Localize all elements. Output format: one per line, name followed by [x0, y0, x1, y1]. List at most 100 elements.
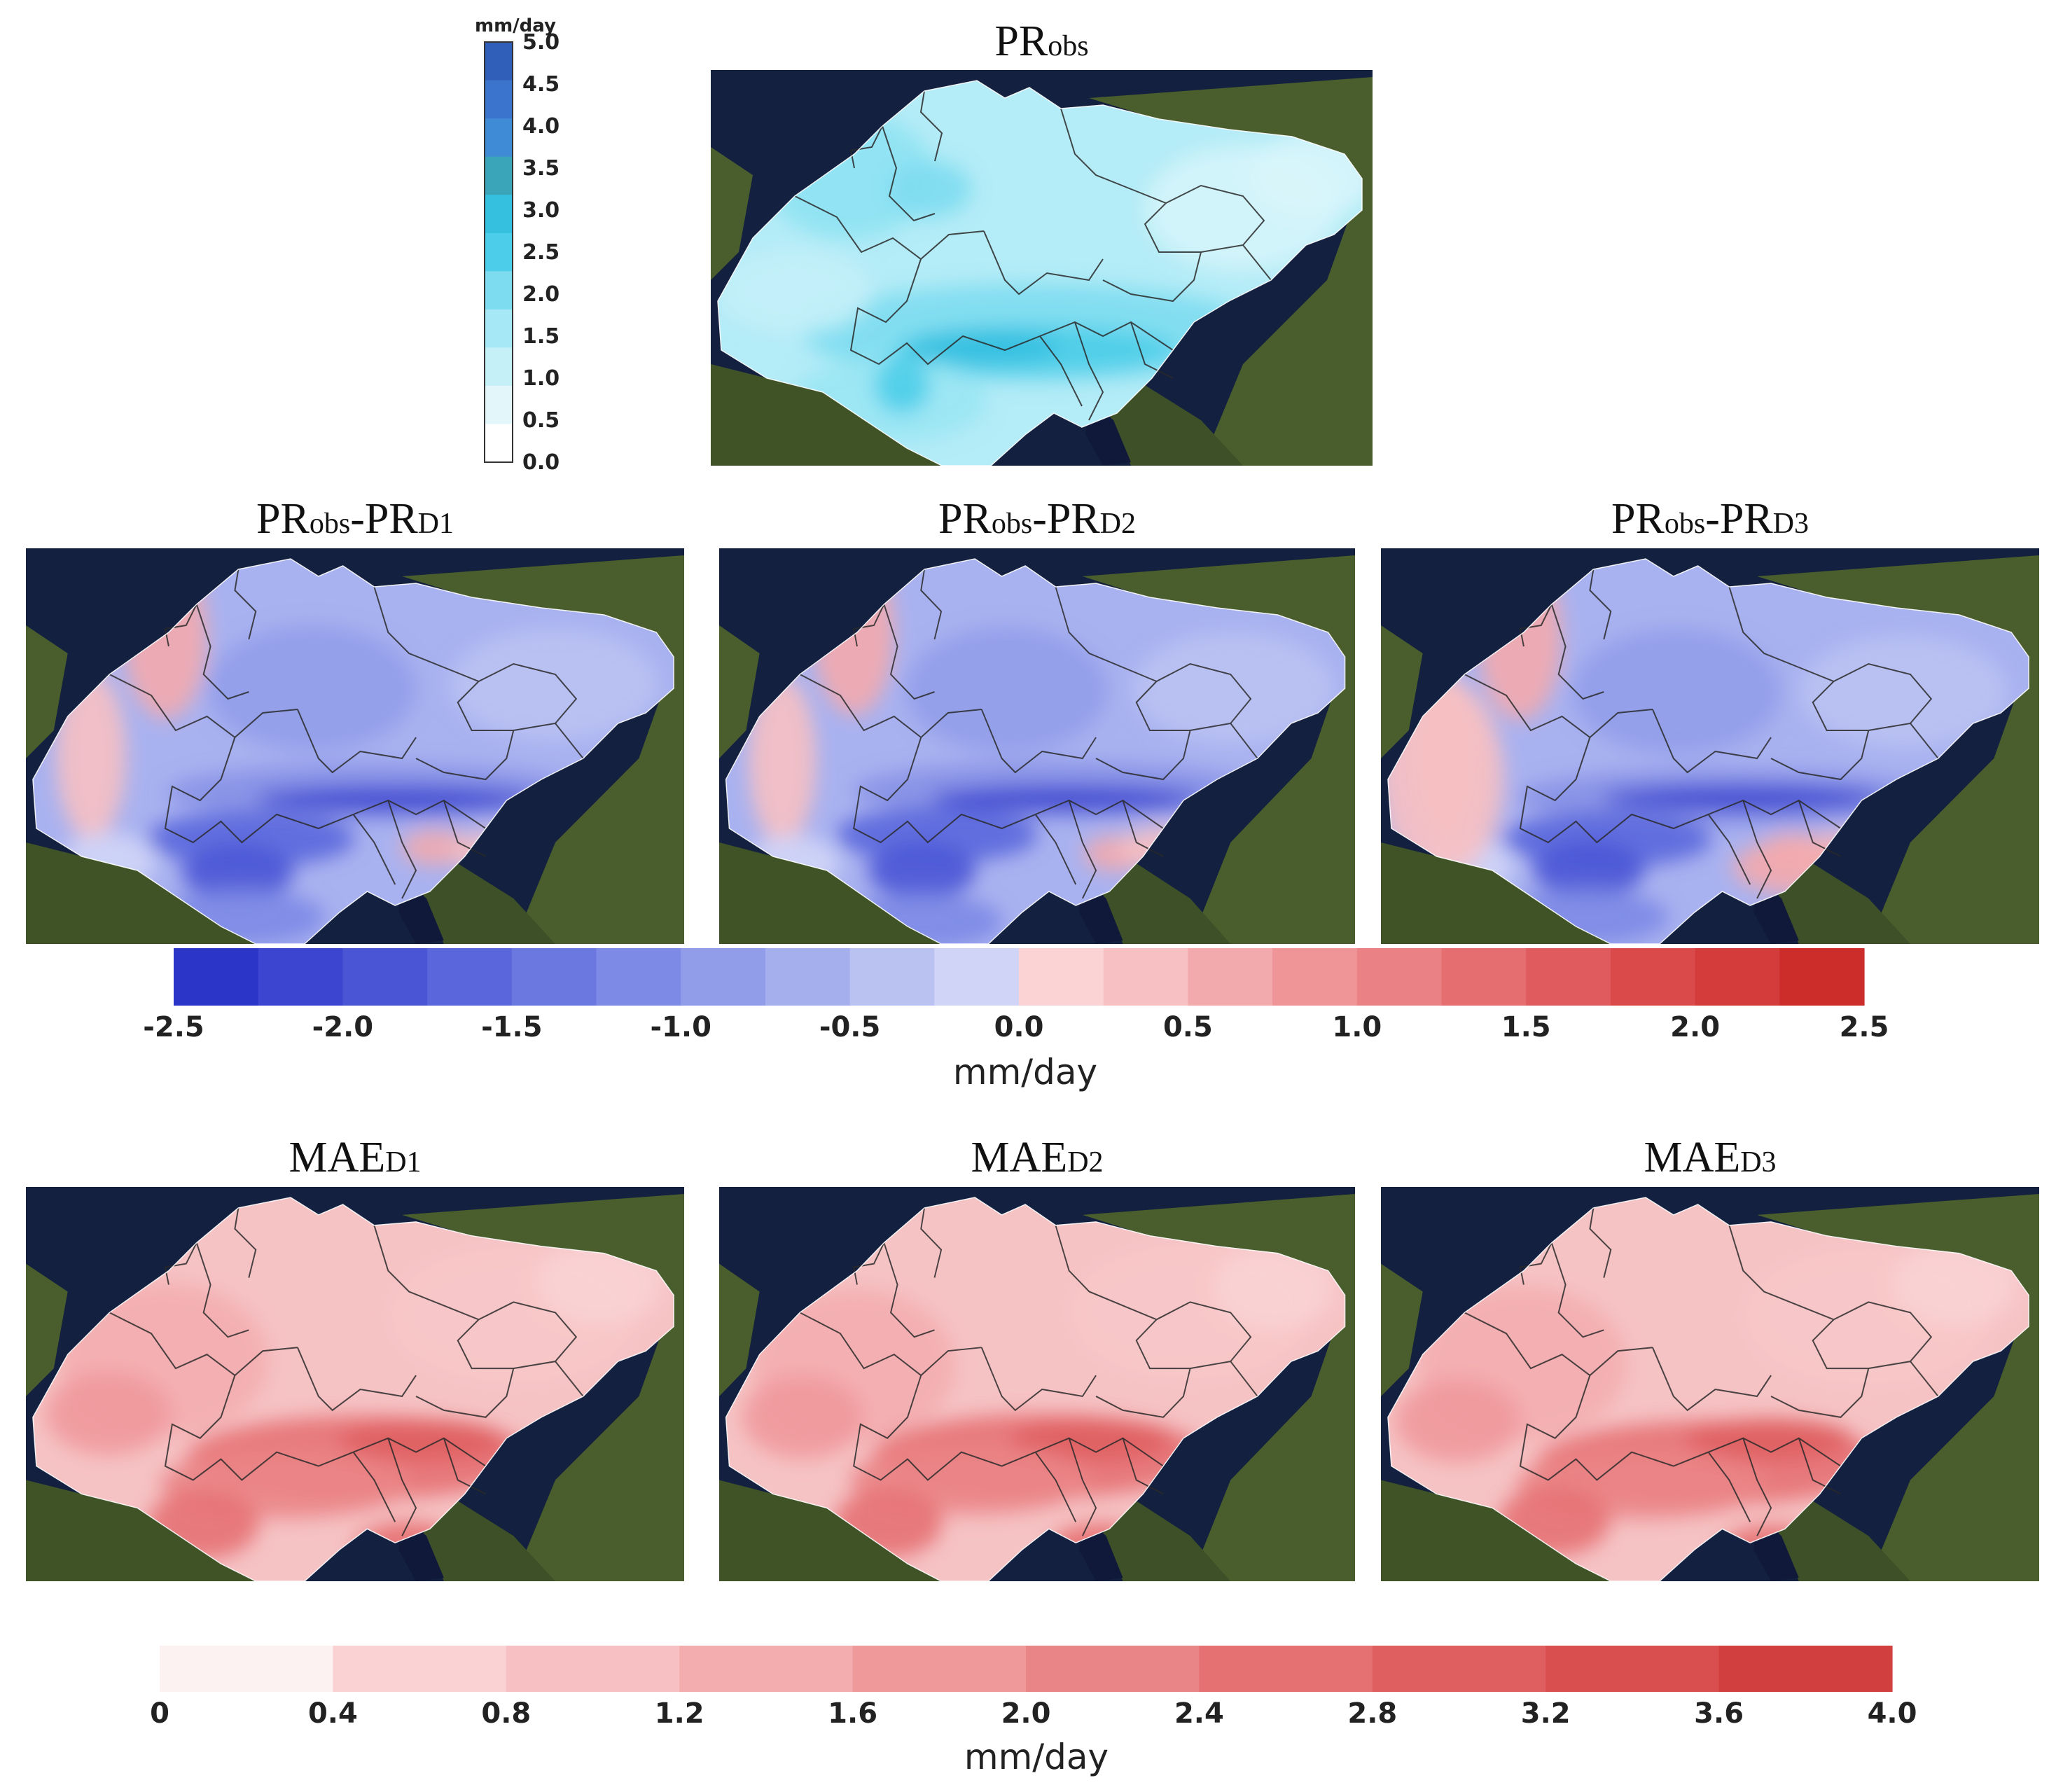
mae-colorbar-tick: 2.8: [1347, 1697, 1398, 1730]
land-area: [1381, 625, 1423, 758]
country-border: [1519, 1375, 1709, 1481]
country-border: [882, 125, 936, 222]
country-border: [920, 1207, 943, 1278]
country-border: [164, 604, 197, 647]
diff-colorbar-tick: 2.0: [1670, 1011, 1721, 1043]
obs-colorbar-tick: 0.5: [522, 408, 560, 433]
country-border: [883, 1242, 935, 1338]
country-border: [794, 195, 985, 261]
field-patch: [1572, 628, 1781, 755]
obs-colorbar-swatch: [485, 271, 513, 310]
diff-colorbar-swatch: [1526, 948, 1611, 1006]
field-patch: [449, 628, 659, 741]
mae-colorbar-swatch: [333, 1646, 507, 1692]
diff-colorbar-swatch: [1019, 948, 1104, 1006]
diff-colorbar-swatch: [1272, 948, 1358, 1006]
land-area: [1089, 77, 1373, 466]
land-area: [1096, 863, 1231, 944]
field-patch: [749, 676, 817, 845]
country-border: [1095, 1368, 1191, 1418]
obs-colorbar-swatch: [485, 42, 513, 81]
country-border: [1770, 1368, 1870, 1418]
country-border: [1230, 723, 1258, 759]
mae-colorbar-swatch: [506, 1646, 680, 1692]
field-patch: [905, 627, 1108, 753]
field-patch: [718, 249, 872, 334]
diff-colorbar-tick: 0.0: [994, 1011, 1044, 1043]
country-border: [387, 1438, 417, 1536]
country-border: [1519, 1242, 1553, 1285]
land-area: [719, 1480, 942, 1581]
country-border: [1130, 321, 1174, 379]
country-border: [415, 730, 515, 781]
mae-colorbar-tick: 1.2: [654, 1697, 704, 1730]
land-area: [1096, 1501, 1231, 1581]
obs-colorbar-swatch: [485, 232, 513, 272]
land-area: [711, 364, 942, 466]
country-border: [1039, 335, 1083, 407]
mae-colorbar-tick: 1.6: [828, 1697, 878, 1730]
field-patch: [56, 672, 127, 840]
diff-colorbar-tick: -1.0: [650, 1011, 711, 1043]
obs-colorbar-tick: 2.0: [522, 282, 560, 307]
country-border: [983, 230, 1104, 296]
mae-colorbar-tick: 2.0: [1001, 1697, 1051, 1730]
country-border: [1742, 800, 1772, 899]
country-border: [164, 737, 354, 844]
mae-colorbar-swatch: [1026, 1646, 1200, 1692]
domain-outline: [32, 558, 674, 944]
country-border: [195, 604, 249, 700]
field-patch: [874, 357, 931, 414]
land-area: [26, 1480, 256, 1581]
country-border: [1798, 1438, 1841, 1495]
field-patch: [46, 1371, 172, 1455]
country-border: [234, 1207, 257, 1278]
land-area: [1082, 1193, 1355, 1581]
country-border: [387, 800, 417, 899]
country-border: [1910, 723, 1939, 759]
country-border: [1230, 1361, 1258, 1397]
country-border: [1550, 1242, 1604, 1338]
country-border: [1135, 1301, 1252, 1370]
country-border: [1519, 737, 1709, 844]
domain-outline: [725, 1197, 1346, 1581]
mae-colorbar-tick: 3.6: [1694, 1697, 1744, 1730]
country-border: [1242, 244, 1272, 281]
country-border: [109, 674, 298, 739]
diff-colorbar-swatch: [1610, 948, 1696, 1006]
mae-d2-map: [719, 1187, 1355, 1581]
diff-colorbar-tick: -2.5: [143, 1011, 204, 1043]
mae-colorbar-tick: 0.4: [307, 1697, 358, 1730]
obs-colorbar-tick: 5.0: [522, 30, 560, 55]
land-area: [711, 147, 753, 280]
obs-colorbar-swatch: [485, 156, 513, 195]
country-border: [1035, 1437, 1164, 1467]
country-border: [853, 1375, 1036, 1481]
field-patch: [887, 160, 971, 217]
mae-d1-map: [26, 1187, 684, 1581]
country-border: [1707, 1452, 1751, 1522]
country-border: [1742, 1438, 1772, 1536]
obs-colorbar-swatch: [485, 118, 513, 158]
mae-colorbar-unit: mm/day: [964, 1737, 1109, 1777]
country-border: [1074, 321, 1104, 421]
mae-d3-title: MAED3: [1644, 1134, 1777, 1181]
diff-colorbar-swatch: [849, 948, 935, 1006]
country-border: [980, 709, 1097, 774]
country-border: [1770, 730, 1870, 781]
country-border: [1652, 1347, 1772, 1412]
diff-colorbar-scale: [174, 948, 1865, 1006]
land-area: [1757, 555, 2039, 944]
mae-colorbar-scale: [160, 1646, 1893, 1692]
domain-outline: [725, 558, 1346, 944]
domain-outline: [1387, 1197, 2029, 1581]
country-border: [1122, 1438, 1164, 1495]
mae-colorbar: 0 0.4 0.8 1.2 1.6 2.0 2.4 2.8 3.2 3.6 4.0 mm/day: [133, 1639, 1926, 1786]
field-patch: [907, 328, 1062, 364]
country-border: [1068, 1438, 1097, 1536]
land-area: [26, 1263, 68, 1396]
mae-colorbar-swatch: [852, 1646, 1027, 1692]
country-border: [373, 586, 479, 682]
country-border: [853, 1242, 885, 1285]
field-patch: [930, 786, 1200, 812]
